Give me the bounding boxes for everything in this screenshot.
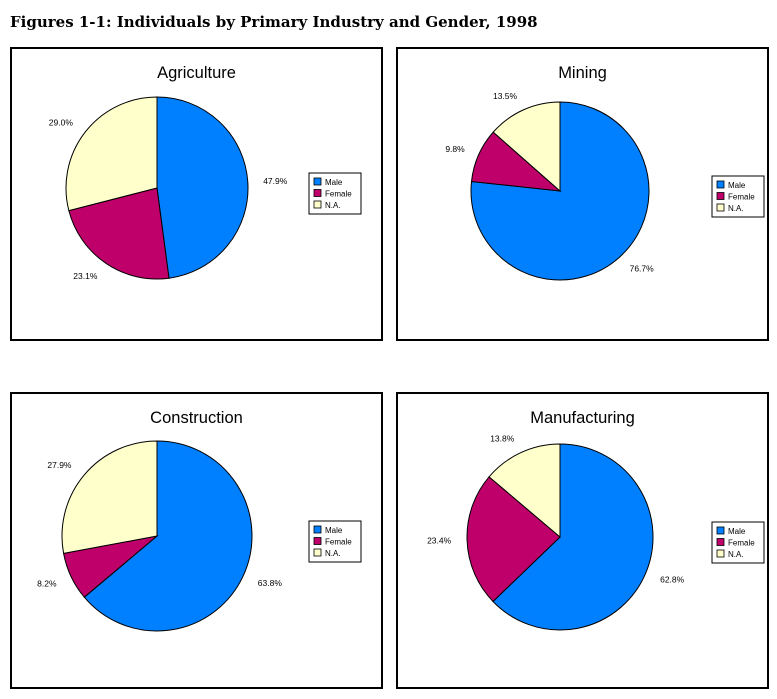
- pie-chart-agriculture: Agriculture 47.9% 23.1% 29.0% Male Female N.A.: [49, 64, 362, 281]
- chart-title: Manufacturing: [530, 409, 635, 427]
- legend-swatch-n-a: [313, 200, 322, 209]
- pie-chart-construction: Construction 63.8% 8.2% 27.9% Male Female N.A.: [37, 409, 362, 632]
- data-label-male: 62.8%: [660, 575, 685, 585]
- chart-panel-agriculture: Agriculture 47.9% 23.1% 29.0% Male Female N.A.: [10, 47, 383, 341]
- legend-label-n-a: N.A.: [325, 201, 341, 210]
- legend-swatch-male: [716, 180, 725, 189]
- legend-label-female: Female: [325, 190, 352, 199]
- data-label-n-a: 13.5%: [493, 91, 518, 101]
- legend-swatch-male: [313, 525, 322, 534]
- pie-chart-mining: Mining 76.7% 9.8% 13.5% Male Female N.A.: [445, 64, 765, 281]
- pie-slice-n-a: [492, 101, 561, 193]
- legend-label-male: Male: [728, 181, 746, 190]
- chart-panel-construction: Construction 63.8% 8.2% 27.9% Male Female N.A.: [10, 392, 383, 689]
- legend-swatch-male: [716, 526, 725, 535]
- figure-title: Figures 1-1: Individuals by Primary Indu…: [10, 13, 538, 31]
- legend-label-male: Male: [325, 178, 343, 187]
- pie-slice-n-a: [488, 443, 561, 539]
- chart-title: Agriculture: [157, 64, 236, 82]
- data-label-female: 23.4%: [427, 535, 452, 545]
- data-label-n-a: 29.0%: [49, 118, 74, 128]
- pie-slice-female: [68, 187, 170, 280]
- legend-label-female: Female: [728, 539, 755, 548]
- legend: Male Female N.A.: [308, 520, 362, 563]
- data-label-male: 76.7%: [630, 264, 655, 274]
- legend-swatch-female: [716, 538, 725, 546]
- pie-slice-male: [492, 443, 654, 631]
- legend-label-female: Female: [728, 193, 755, 202]
- pie-slice-male: [156, 96, 249, 279]
- legend-label-n-a: N.A.: [728, 204, 744, 213]
- pie-slice-female: [466, 476, 561, 603]
- data-label-n-a: 27.9%: [47, 460, 72, 470]
- legend-swatch-female: [313, 537, 322, 545]
- legend: Male Female N.A.: [308, 172, 362, 215]
- legend-swatch-female: [716, 192, 725, 200]
- legend-label-male: Male: [325, 526, 343, 535]
- data-label-female: 23.1%: [73, 271, 98, 281]
- legend-swatch-male: [313, 177, 322, 186]
- legend-swatch-n-a: [716, 203, 725, 212]
- chart-title: Construction: [150, 409, 243, 427]
- legend-swatch-female: [313, 189, 322, 197]
- legend: Male Female N.A.: [711, 521, 765, 564]
- legend-label-male: Male: [728, 527, 746, 536]
- data-label-male: 63.8%: [258, 578, 283, 588]
- chart-panel-manufacturing: Manufacturing 62.8% 23.4% 13.8% Male Female N.…: [396, 392, 769, 689]
- data-label-male: 47.9%: [263, 176, 288, 186]
- legend-swatch-n-a: [716, 549, 725, 558]
- legend-label-n-a: N.A.: [325, 549, 341, 558]
- pie-chart-manufacturing: Manufacturing 62.8% 23.4% 13.8% Male Female N.…: [427, 409, 765, 631]
- data-label-female: 9.8%: [445, 144, 465, 154]
- chart-panel-mining: Mining 76.7% 9.8% 13.5% Male Female N.A.: [396, 47, 769, 341]
- pie-slice-n-a: [61, 440, 158, 554]
- legend-swatch-n-a: [313, 548, 322, 557]
- legend-label-female: Female: [325, 538, 352, 547]
- legend-label-n-a: N.A.: [728, 550, 744, 559]
- pie-slice-male: [83, 440, 253, 632]
- chart-title: Mining: [558, 64, 607, 82]
- data-label-n-a: 13.8%: [490, 433, 515, 443]
- legend: Male Female N.A.: [711, 175, 765, 218]
- pie-slice-n-a: [65, 96, 158, 212]
- data-label-female: 8.2%: [37, 579, 57, 589]
